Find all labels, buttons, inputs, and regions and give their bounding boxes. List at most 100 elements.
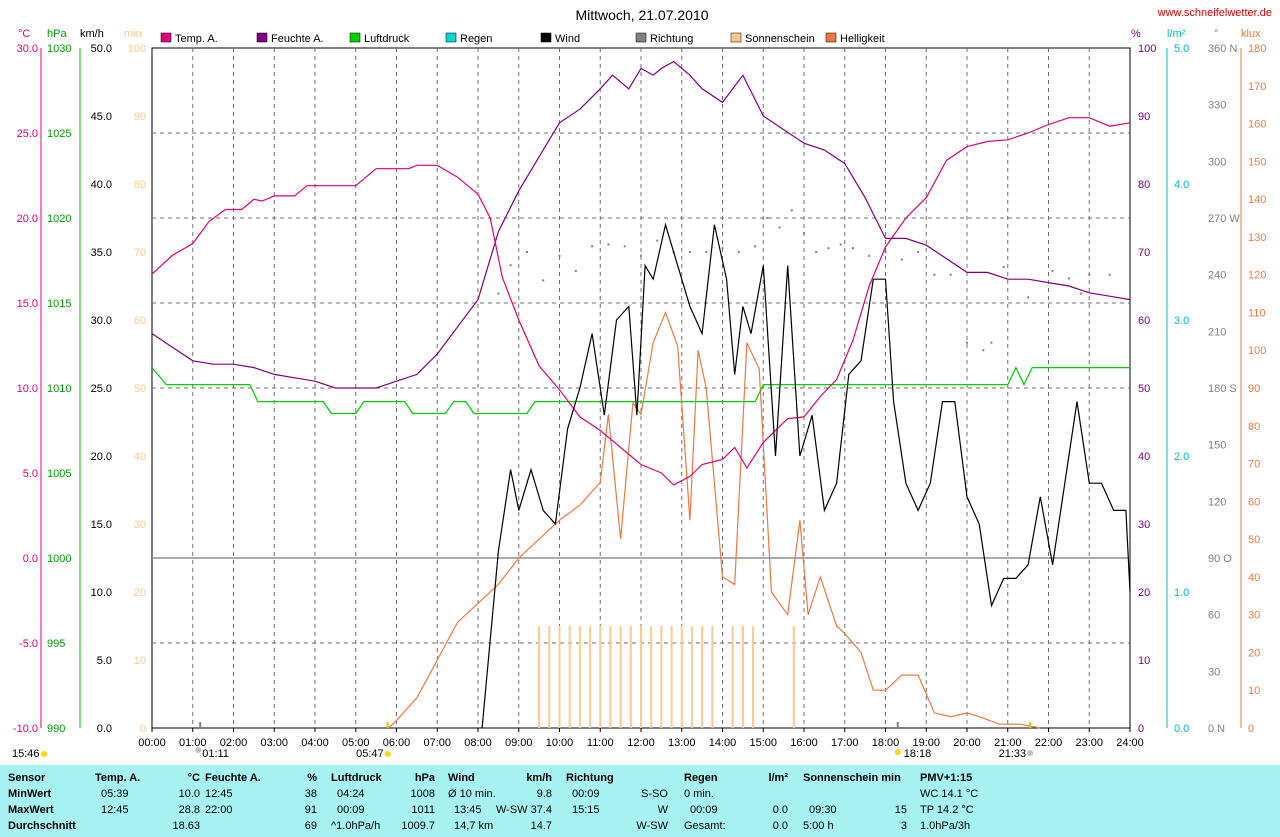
wind-tick: 45.0: [91, 111, 112, 123]
sunrise-label: 05:47: [356, 748, 384, 760]
hum-avg-value: 69: [304, 820, 317, 832]
stats-header-wind: Wind: [448, 772, 475, 784]
direction-point: [982, 349, 985, 352]
direction-point: [790, 209, 793, 212]
x-tick-label: 19:00: [912, 737, 940, 749]
wind-max-time: 13:45: [454, 804, 482, 816]
legend-swatch: [635, 32, 647, 43]
lux-tick: 120: [1248, 270, 1266, 282]
direction-tick: 180 S: [1208, 383, 1237, 395]
x-tick-label: 21:00: [994, 737, 1022, 749]
direction-point: [1108, 273, 1111, 276]
stats-rain-col: Regen l/m² 0 min. 00:09 0.0 Gesamt: 0.0: [684, 765, 788, 837]
stats-pmv-col: PMV+1:15 WC 14.1 °C TP 14.2 °C 1.0hPa/3h: [920, 765, 1030, 837]
weather-chart: Mittwoch, 21.07.2010 www.schneifelwetter…: [12, 7, 1272, 760]
sun-tick: 40: [134, 451, 146, 463]
pressure-tick: 1015: [47, 298, 71, 310]
dir-max-value: W: [657, 804, 668, 816]
direction-point: [851, 247, 854, 250]
sun-icon: [894, 749, 901, 755]
humidity-tick: 60: [1138, 315, 1150, 327]
sunset-label: 18:18: [904, 748, 932, 760]
lux-tick: 150: [1248, 156, 1266, 168]
direction-tick: 90 O: [1208, 553, 1232, 565]
temp-max-time: 12:45: [101, 804, 129, 816]
legend-label: Temp. A.: [175, 33, 218, 45]
direction-point: [933, 273, 936, 276]
temp-max-value: 28.8: [178, 804, 200, 816]
series-line-feuchte-a: [151, 60, 1131, 389]
temp-tick: -5.0: [19, 638, 38, 650]
sun-tick: 10: [134, 655, 146, 667]
rain-tick: 4.0: [1174, 179, 1189, 191]
series-line-temp-a: [151, 117, 1131, 486]
lux-tick: 70: [1248, 459, 1260, 471]
lux-tick: 180: [1248, 43, 1266, 55]
wind-avg10-value: 9.8: [536, 788, 552, 800]
humidity-tick: 40: [1138, 451, 1150, 463]
pressure-tick: 1005: [47, 468, 71, 480]
wind-tick: 5.0: [97, 655, 112, 667]
stats-label-avg: Durchschnitt: [8, 820, 76, 832]
sun-tick: 60: [134, 315, 146, 327]
lux-tick: 140: [1248, 194, 1266, 206]
humidity-tick: 50: [1138, 383, 1150, 395]
sun-tick: 20: [134, 587, 146, 599]
legend-swatch: [730, 32, 742, 43]
direction-point: [1027, 296, 1030, 299]
wind-tick: 0.0: [97, 723, 112, 735]
lux-tick: 100: [1248, 345, 1266, 357]
direction-point: [1051, 269, 1054, 272]
direction-point: [868, 254, 871, 257]
x-tick-label: 11:00: [587, 737, 614, 749]
x-tick-label: 00:00: [138, 737, 166, 749]
pressure-tick: 1000: [47, 553, 71, 565]
rain-tick: 1.0: [1174, 587, 1189, 599]
rain-total-value: 0.0: [772, 820, 788, 832]
wind-tick: 15.0: [91, 519, 112, 531]
sun-tick: 30: [134, 519, 146, 531]
stats-direction-col: Richtung 00:09 S-SO 15:15 W W-SW: [566, 765, 668, 837]
stats-unit-rain: l/m²: [768, 772, 788, 784]
series-line-wind: [481, 222, 1131, 729]
dir-avg-value: W-SW: [636, 820, 668, 832]
temp-tick: 25.0: [17, 128, 38, 140]
direction-tick: 360 N: [1208, 43, 1237, 55]
sun-tick: 80: [134, 179, 146, 191]
wind-max-value: W-SW 37.4: [495, 804, 552, 816]
x-tick-label: 14:00: [709, 737, 737, 749]
stats-unit-humidity: %: [307, 772, 317, 784]
dir-min-time: 00:09: [572, 788, 600, 800]
legend-label: Helligkeit: [840, 33, 885, 45]
rain-max-value: 0.0: [772, 804, 788, 816]
stats-header-sensor: Sensor: [8, 772, 46, 784]
direction-tick: 270 W: [1208, 213, 1240, 225]
pressure-tick: 1025: [47, 128, 71, 140]
direction-tick: 30: [1208, 666, 1220, 678]
direction-point: [778, 226, 781, 229]
direction-point: [607, 243, 610, 246]
legend: Temp. A. Feuchte A. Luftdruck Regen Wind Rich…: [160, 32, 885, 45]
stats-unit-wind: km/h: [526, 772, 552, 784]
direction-point: [1088, 273, 1091, 276]
stats-wind-col: Wind km/h Ø 10 min. 9.8 13:45 W-SW 37.4 14,…: [448, 765, 552, 837]
humidity-tick: 80: [1138, 179, 1150, 191]
legend-label: Feuchte A.: [271, 33, 324, 45]
x-tick-label: 24:00: [1116, 737, 1144, 749]
sun-tick: 70: [134, 247, 146, 259]
direction-point: [509, 264, 512, 267]
lux-tick: 50: [1248, 534, 1260, 546]
rain-tick: 0.0: [1174, 723, 1189, 735]
stats-header-pmv: PMV+1:15: [920, 772, 973, 784]
pressure-tick: 990: [47, 723, 65, 735]
x-tick-label: 09:00: [505, 737, 533, 749]
direction-point: [917, 251, 920, 253]
press-max-value: 1011: [411, 804, 435, 816]
temp-tick: 0.0: [23, 553, 38, 565]
sun-tick: 50: [134, 383, 146, 395]
sun-tick: 90: [134, 111, 146, 123]
unit-sun: min: [124, 28, 142, 40]
direction-point: [884, 251, 887, 253]
stats-unit-temp: °C: [187, 772, 200, 784]
sun-avg-value: 3: [900, 820, 907, 832]
